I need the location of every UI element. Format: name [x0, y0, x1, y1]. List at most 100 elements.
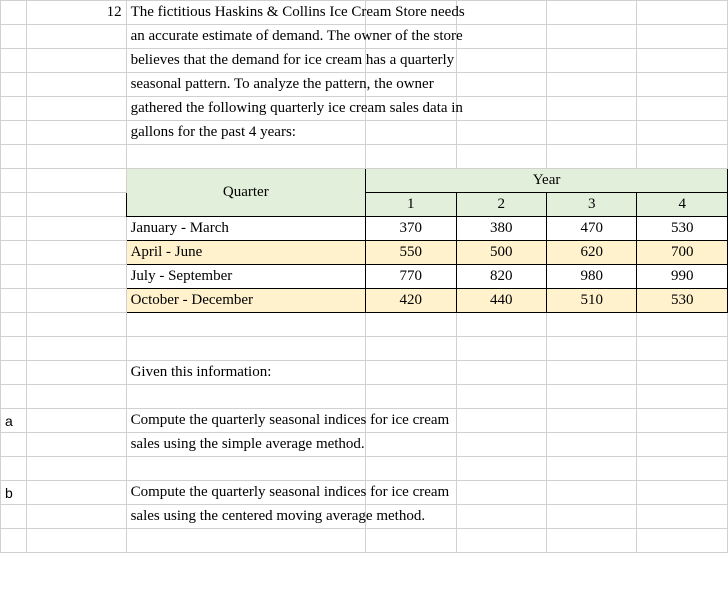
cell[interactable]: [126, 457, 365, 481]
cell[interactable]: [547, 145, 637, 169]
cell[interactable]: [637, 433, 728, 457]
cell-text[interactable]: The fictitious Haskins & Collins Ice Cre…: [126, 1, 365, 25]
cell-text[interactable]: gallons for the past 4 years:: [126, 121, 365, 145]
data-cell[interactable]: 980: [547, 265, 637, 289]
cell[interactable]: [456, 505, 546, 529]
cell[interactable]: [456, 433, 546, 457]
cell-text[interactable]: believes that the demand for ice cream h…: [126, 49, 365, 73]
cell[interactable]: [547, 529, 637, 553]
cell[interactable]: [456, 313, 546, 337]
data-cell[interactable]: 620: [547, 241, 637, 265]
cell[interactable]: [547, 457, 637, 481]
cell[interactable]: [637, 457, 728, 481]
cell[interactable]: [547, 313, 637, 337]
data-cell[interactable]: 500: [456, 241, 546, 265]
cell[interactable]: [456, 1, 546, 25]
cell[interactable]: [456, 49, 546, 73]
cell[interactable]: [637, 73, 728, 97]
cell-text[interactable]: seasonal pattern. To analyze the pattern…: [126, 73, 365, 97]
cell[interactable]: [126, 313, 365, 337]
cell[interactable]: [637, 505, 728, 529]
cell[interactable]: [26, 361, 126, 385]
quarter-label[interactable]: January - March: [126, 217, 365, 241]
cell[interactable]: [126, 529, 365, 553]
data-cell[interactable]: 380: [456, 217, 546, 241]
cell[interactable]: [637, 337, 728, 361]
cell[interactable]: [456, 121, 546, 145]
table-header-year-col[interactable]: 1: [366, 193, 456, 217]
cell[interactable]: [547, 97, 637, 121]
table-header-year[interactable]: Year: [366, 169, 728, 193]
cell[interactable]: [26, 217, 126, 241]
cell[interactable]: [26, 193, 126, 217]
cell[interactable]: [637, 313, 728, 337]
cell[interactable]: [26, 49, 126, 73]
cell[interactable]: [637, 49, 728, 73]
table-header-quarter[interactable]: Quarter: [126, 169, 365, 217]
cell[interactable]: [637, 97, 728, 121]
quarter-label[interactable]: April - June: [126, 241, 365, 265]
cell[interactable]: [547, 1, 637, 25]
cell[interactable]: [26, 169, 126, 193]
quarter-label[interactable]: July - September: [126, 265, 365, 289]
cell[interactable]: [547, 361, 637, 385]
cell[interactable]: [126, 145, 365, 169]
cell[interactable]: [26, 265, 126, 289]
cell[interactable]: [547, 121, 637, 145]
cell[interactable]: [456, 97, 546, 121]
cell[interactable]: [456, 409, 546, 433]
data-cell[interactable]: 470: [547, 217, 637, 241]
cell[interactable]: [126, 337, 365, 361]
cell[interactable]: [26, 241, 126, 265]
cell[interactable]: [547, 73, 637, 97]
data-cell[interactable]: 700: [637, 241, 728, 265]
cell[interactable]: [547, 505, 637, 529]
cell[interactable]: [456, 361, 546, 385]
cell[interactable]: [456, 385, 546, 409]
cell-text[interactable]: Compute the quarterly seasonal indices f…: [126, 481, 365, 505]
cell[interactable]: [26, 481, 126, 505]
cell[interactable]: [637, 121, 728, 145]
cell-text[interactable]: sales using the centered moving average …: [126, 505, 365, 529]
data-cell[interactable]: 770: [366, 265, 456, 289]
cell[interactable]: [637, 481, 728, 505]
cell-number[interactable]: 12: [26, 1, 126, 25]
table-header-year-col[interactable]: 2: [456, 193, 546, 217]
cell[interactable]: [366, 385, 456, 409]
cell[interactable]: [456, 337, 546, 361]
cell[interactable]: [456, 457, 546, 481]
cell[interactable]: [547, 337, 637, 361]
cell[interactable]: [547, 409, 637, 433]
cell[interactable]: [547, 481, 637, 505]
cell[interactable]: [26, 457, 126, 481]
cell[interactable]: [637, 1, 728, 25]
cell[interactable]: [637, 361, 728, 385]
cell[interactable]: [26, 385, 126, 409]
data-cell[interactable]: 510: [547, 289, 637, 313]
cell[interactable]: [26, 505, 126, 529]
cell[interactable]: [366, 361, 456, 385]
cell[interactable]: [456, 145, 546, 169]
cell[interactable]: [366, 457, 456, 481]
cell[interactable]: [366, 145, 456, 169]
cell[interactable]: [26, 409, 126, 433]
data-cell[interactable]: 820: [456, 265, 546, 289]
cell[interactable]: [637, 409, 728, 433]
cell[interactable]: [366, 433, 456, 457]
cell[interactable]: [26, 289, 126, 313]
table-header-year-col[interactable]: 4: [637, 193, 728, 217]
cell-text[interactable]: Compute the quarterly seasonal indices f…: [126, 409, 365, 433]
cell[interactable]: [26, 433, 126, 457]
cell-text[interactable]: an accurate estimate of demand. The owne…: [126, 25, 365, 49]
data-cell[interactable]: 530: [637, 217, 728, 241]
quarter-label[interactable]: October - December: [126, 289, 365, 313]
cell[interactable]: [366, 121, 456, 145]
cell[interactable]: [26, 25, 126, 49]
cell[interactable]: [547, 433, 637, 457]
data-cell[interactable]: 440: [456, 289, 546, 313]
cell[interactable]: [26, 313, 126, 337]
cell[interactable]: [456, 73, 546, 97]
data-cell[interactable]: 420: [366, 289, 456, 313]
cell-text[interactable]: sales using the simple average method.: [126, 433, 365, 457]
cell[interactable]: [456, 529, 546, 553]
